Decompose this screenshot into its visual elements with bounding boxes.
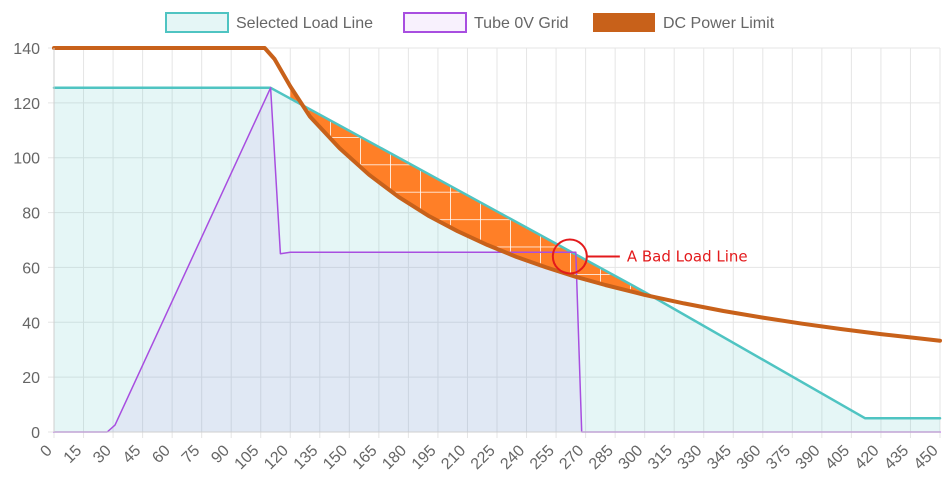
y-tick-label: 120 [13,96,40,113]
x-tick-label: 390 [793,442,824,473]
y-tick-label: 20 [22,370,40,387]
x-tick-label: 345 [704,442,735,473]
x-tick-label: 225 [468,442,499,473]
legend-label-2: DC Power Limit [663,15,775,32]
x-tick-label: 105 [232,442,263,473]
legend-swatch-1 [403,12,467,33]
y-tick-label: 0 [31,425,40,442]
x-tick-label: 435 [881,442,912,473]
x-tick-label: 255 [527,442,558,473]
x-tick-label: 240 [497,442,528,473]
legend-swatch-0 [165,12,229,33]
legend-swatch-2 [593,13,655,32]
annotations: A Bad Load Line [551,238,748,275]
x-tick-label: 165 [350,442,381,473]
x-tick-label: 15 [61,442,86,467]
x-tick-label: 270 [556,442,587,473]
legend: Selected Load Line Tube 0V Grid DC Power L… [165,12,775,33]
y-tick-label: 40 [22,315,40,332]
y-tick-label: 140 [13,41,40,58]
y-tick-label: 80 [22,206,40,223]
x-tick-label: 135 [291,442,322,473]
grid [48,47,941,438]
x-tick-label: 45 [120,442,145,467]
x-tick-label: 75 [179,442,204,467]
x-tick-label: 60 [149,442,174,467]
series-line-1 [53,87,941,433]
legend-label-0: Selected Load Line [236,15,373,32]
series-line-2 [52,46,942,343]
x-tick-label: 360 [734,442,765,473]
x-tick-label: 375 [763,442,794,473]
x-tick-label: 195 [409,442,440,473]
y-tick-label: 100 [13,151,40,168]
x-tick-label: 285 [586,442,617,473]
x-tick-label: 330 [675,442,706,473]
x-tick-label: 0 [37,442,55,460]
x-tick-label: 300 [616,442,647,473]
x-tick-label: 180 [379,442,410,473]
annotation-label: A Bad Load Line [627,247,748,265]
x-tick-label: 210 [438,442,469,473]
x-tick-label: 150 [320,442,351,473]
x-tick-label: 405 [822,442,853,473]
x-tick-label: 420 [852,442,883,473]
series-lines [52,46,942,433]
y-tick-label: 60 [22,260,40,277]
x-tick-label: 120 [261,442,292,473]
x-tick-label: 30 [90,442,115,467]
x-tick-label: 90 [208,442,233,467]
x-tick-label: 450 [911,442,942,473]
x-tick-label: 315 [645,442,676,473]
legend-label-1: Tube 0V Grid [474,15,569,32]
series-line-0 [52,86,942,420]
